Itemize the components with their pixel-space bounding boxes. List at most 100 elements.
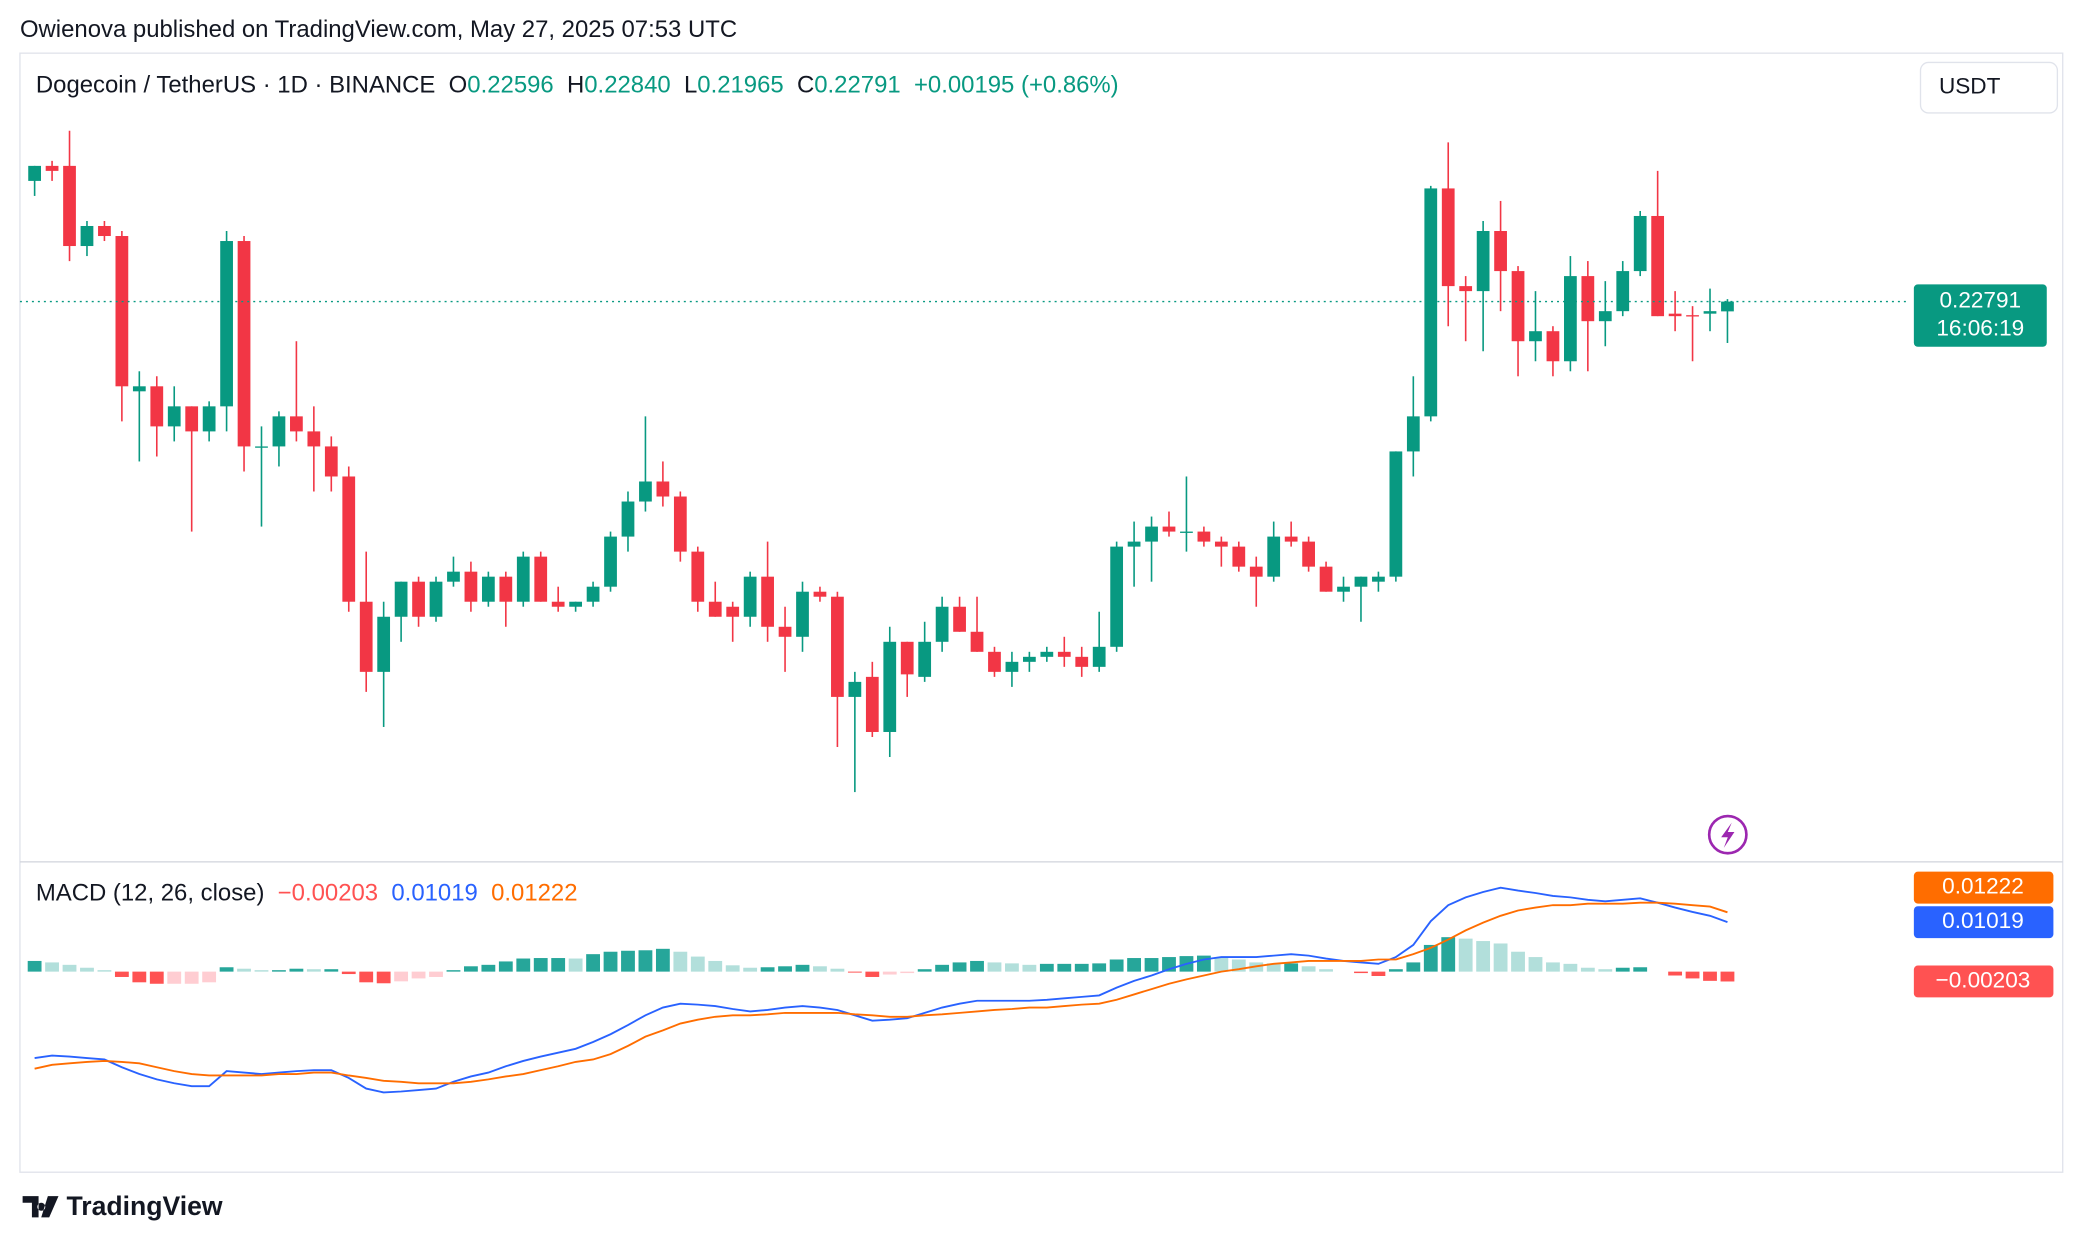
candle-body — [1023, 656, 1036, 662]
histogram-bar — [917, 969, 932, 972]
candle-body — [1598, 311, 1612, 322]
candle-body — [534, 556, 548, 602]
countdown: 16:06:19 — [1936, 315, 2024, 340]
histogram-bar — [1406, 962, 1421, 972]
candle-body — [1511, 271, 1525, 342]
candle-body — [342, 476, 356, 602]
candle-body — [551, 601, 565, 607]
candle-body — [1214, 541, 1228, 547]
candle-body — [1406, 416, 1420, 452]
labels: Dogecoin / TetherUS · 1D · BINANCE O0.225… — [36, 72, 2054, 998]
histogram-bar — [1127, 958, 1142, 972]
candle-body — [883, 641, 897, 732]
candle-body — [115, 236, 129, 387]
histogram-bar — [708, 960, 723, 972]
candle-body — [1616, 271, 1630, 312]
candle-body — [464, 571, 478, 602]
histogram-bar — [481, 964, 496, 972]
histogram-bar — [865, 971, 880, 977]
legend-header: MACD (12, 26, close) −0.00203 0.01019 0.012… — [36, 880, 578, 907]
candle-body — [272, 416, 286, 447]
candle-body — [778, 626, 792, 637]
candle-body — [255, 446, 268, 448]
histogram-bar — [1057, 963, 1072, 972]
candle-body — [796, 591, 809, 637]
histogram-bar — [1266, 963, 1281, 972]
histogram-bar — [586, 954, 600, 972]
alert-bolt — [1721, 822, 1735, 848]
change: +0.00195 (+0.86%) — [914, 72, 1119, 99]
histogram-bar — [306, 969, 321, 972]
candle-body — [1529, 331, 1542, 342]
histogram-bar — [1720, 971, 1735, 982]
candle-body — [237, 241, 251, 447]
histogram-bar — [621, 950, 635, 972]
histogram-bar — [411, 971, 426, 979]
candle-body — [848, 681, 862, 697]
candle-body — [429, 581, 443, 617]
candle-body — [499, 576, 513, 602]
histogram-bar — [114, 971, 129, 977]
readout-value: 0.21965 — [697, 72, 783, 99]
candle-body — [1354, 576, 1368, 587]
histogram-bar — [184, 971, 199, 984]
histogram-bar — [272, 970, 286, 972]
candle-body — [202, 406, 216, 432]
candle-body — [28, 165, 41, 181]
histogram-bar — [970, 960, 984, 972]
histogram-bar — [533, 958, 548, 972]
candle-body — [1703, 311, 1717, 314]
histogram-bar — [27, 960, 42, 972]
histogram-bar — [1668, 971, 1683, 976]
histogram-bar — [952, 962, 967, 972]
attribution: Owienova published on TradingView.com, M… — [20, 16, 737, 43]
candle-body — [621, 501, 635, 537]
histogram-bar — [219, 967, 234, 972]
indicator-line — [34, 886, 1728, 1094]
readout-key: H — [567, 72, 584, 99]
histogram-bar — [778, 966, 792, 972]
histogram-bar — [1388, 969, 1403, 972]
candle-body — [1057, 651, 1071, 657]
histogram-bar — [149, 971, 164, 984]
histogram-bar — [394, 971, 409, 982]
histogram-bar — [1458, 938, 1473, 972]
candle-body — [1092, 646, 1106, 667]
candle-body — [1319, 566, 1333, 592]
histogram-bar — [376, 971, 391, 984]
histogram-bar — [1685, 971, 1700, 979]
symbol: Dogecoin / TetherUS · 1D · BINANCE — [36, 72, 435, 99]
histogram-bar — [1633, 967, 1648, 972]
histogram-bar — [847, 971, 862, 973]
candle-body — [132, 386, 146, 392]
candle-body — [1564, 276, 1577, 362]
currency-button[interactable] — [1919, 61, 2059, 114]
histogram-bar — [45, 962, 59, 972]
candle-body — [918, 641, 932, 677]
candle-body — [1232, 546, 1246, 567]
candle-body — [1389, 451, 1403, 577]
candle-body — [447, 571, 460, 582]
histogram-bar — [655, 948, 670, 972]
last-price-label: 0.22791 — [1939, 288, 2021, 313]
candle-body — [1302, 541, 1315, 567]
histogram-bar — [1144, 958, 1159, 972]
candle-body — [1668, 313, 1682, 317]
histogram-bar — [1493, 943, 1508, 972]
candle-body — [1197, 531, 1211, 542]
currency[interactable]: USDT — [1939, 74, 2001, 99]
histogram-bar — [1423, 944, 1438, 972]
indicator-readout: −0.00203 — [278, 880, 378, 907]
candle-body — [1476, 231, 1490, 292]
candle-body — [324, 446, 338, 477]
histogram-bar — [1092, 963, 1107, 972]
candle-body — [1162, 526, 1176, 532]
histogram-bar — [1039, 963, 1054, 972]
histogram-bar — [359, 971, 374, 983]
candle-body — [1424, 188, 1438, 417]
histogram-bar — [1284, 963, 1299, 972]
histogram-bar — [446, 970, 461, 972]
histogram-bar — [673, 951, 688, 972]
candle-body — [307, 431, 321, 447]
